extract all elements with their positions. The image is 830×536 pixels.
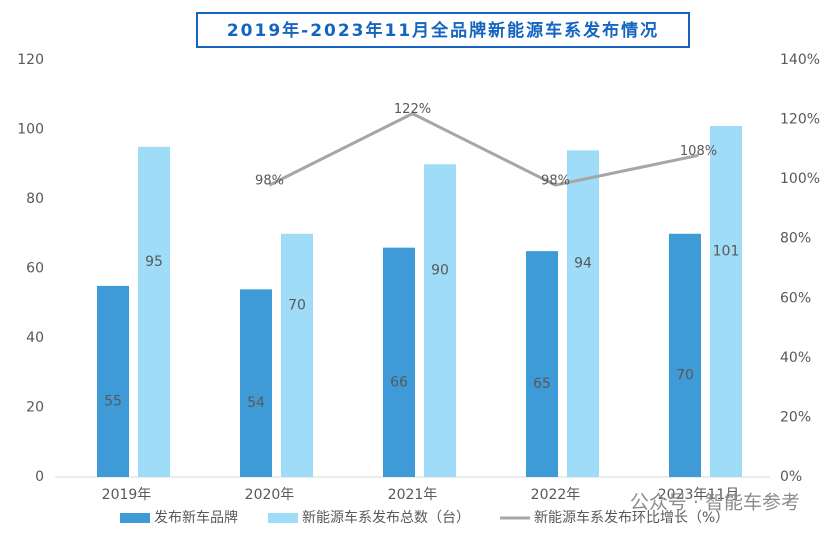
bar bbox=[138, 146, 170, 477]
bar-value-label: 70 bbox=[676, 367, 694, 383]
y2-tick-label: 0% bbox=[780, 469, 802, 485]
bar bbox=[281, 233, 313, 477]
x-tick-label: 2019年 bbox=[102, 487, 152, 503]
y2-tick-label: 40% bbox=[780, 350, 811, 366]
line-value-label: 98% bbox=[255, 174, 284, 189]
bar bbox=[97, 285, 129, 477]
line-value-label: 122% bbox=[394, 102, 431, 117]
chart-title: 2019年-2023年11月全品牌新能源车系发布情况 bbox=[227, 20, 659, 41]
x-tick-label: 2023年11月 bbox=[658, 487, 739, 503]
bar-value-label: 101 bbox=[713, 244, 740, 260]
bar-value-label: 65 bbox=[533, 376, 551, 392]
bar bbox=[424, 164, 456, 477]
x-tick-label: 2022年 bbox=[531, 487, 581, 503]
y2-tick-label: 140% bbox=[780, 52, 820, 68]
bar bbox=[669, 233, 701, 477]
bar-value-label: 95 bbox=[145, 254, 163, 270]
y2-tick-label: 60% bbox=[780, 290, 811, 306]
bar bbox=[567, 150, 599, 477]
y2-tick-label: 100% bbox=[780, 171, 820, 187]
bar bbox=[526, 251, 558, 477]
legend-label: 新能源车系发布环比增长（%） bbox=[534, 509, 729, 526]
legend-swatch bbox=[120, 513, 150, 523]
line-value-label: 108% bbox=[680, 144, 717, 159]
bar-value-label: 54 bbox=[247, 395, 265, 411]
bar-value-label: 94 bbox=[574, 256, 592, 272]
y-tick-label: 20 bbox=[26, 400, 44, 416]
line-value-label: 98% bbox=[541, 174, 570, 189]
legend-label: 发布新车品牌 bbox=[154, 509, 238, 526]
bar bbox=[710, 126, 742, 478]
y-tick-label: 60 bbox=[26, 261, 44, 277]
x-tick-label: 2020年 bbox=[245, 487, 295, 503]
x-tick-label: 2021年 bbox=[388, 487, 438, 503]
title-box bbox=[196, 12, 690, 48]
line bbox=[268, 111, 699, 187]
bar bbox=[383, 247, 415, 477]
y-tick-label: 120 bbox=[17, 52, 44, 68]
y2-tick-label: 120% bbox=[780, 112, 820, 128]
legend-swatch bbox=[268, 513, 298, 523]
bar bbox=[240, 289, 272, 477]
y-tick-label: 100 bbox=[17, 122, 44, 138]
legend-label: 新能源车系发布总数（台） bbox=[302, 509, 470, 526]
y-tick-label: 40 bbox=[26, 330, 44, 346]
y-tick-label: 80 bbox=[26, 191, 44, 207]
y2-tick-label: 20% bbox=[780, 409, 811, 425]
y2-tick-label: 80% bbox=[780, 231, 811, 247]
watermark: 公众号 · 智能车参考 bbox=[630, 492, 800, 514]
bar-value-label: 90 bbox=[431, 263, 449, 279]
bar-value-label: 55 bbox=[104, 393, 122, 409]
bar-value-label: 66 bbox=[390, 374, 408, 390]
y-tick-label: 0 bbox=[35, 469, 44, 485]
bar-value-label: 70 bbox=[288, 297, 306, 313]
